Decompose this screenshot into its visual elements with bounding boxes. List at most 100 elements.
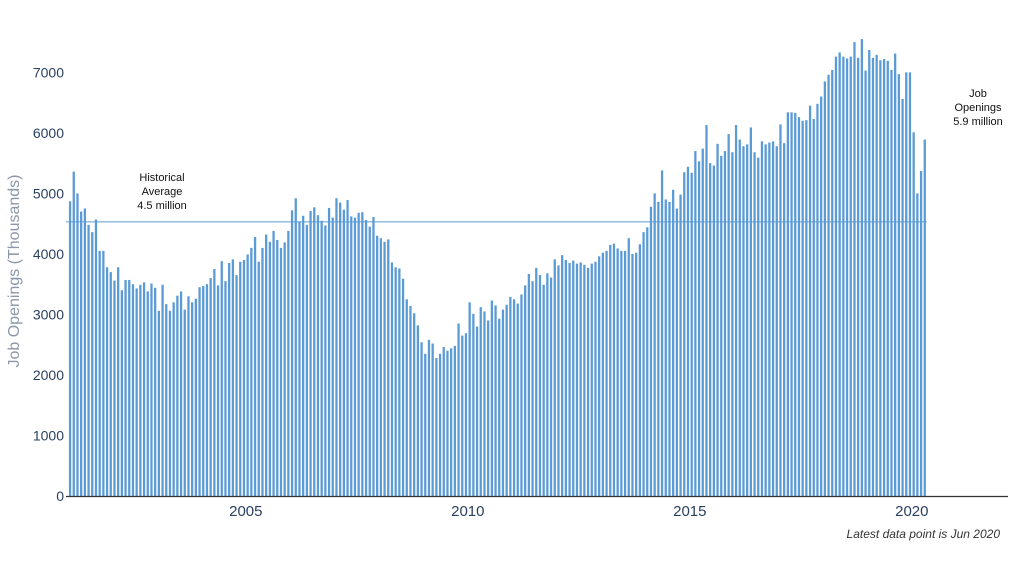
bar — [120, 290, 124, 496]
bar — [601, 252, 605, 496]
bar — [394, 267, 397, 496]
bar — [135, 288, 138, 496]
bar — [509, 296, 512, 496]
bar — [627, 238, 630, 496]
bar — [820, 96, 823, 496]
bar — [753, 152, 756, 496]
bar — [686, 166, 690, 496]
bar — [742, 146, 745, 496]
bar — [586, 267, 590, 496]
y-tick-label: 7000 — [33, 64, 64, 80]
bar — [435, 358, 438, 496]
bar — [305, 224, 309, 496]
bar — [668, 201, 671, 496]
bar — [520, 294, 523, 496]
bar — [109, 272, 112, 496]
bar — [272, 230, 275, 497]
bar — [875, 54, 878, 497]
bar — [894, 53, 897, 496]
bar — [561, 255, 564, 496]
bar — [731, 152, 734, 496]
bar — [553, 259, 556, 496]
bar — [287, 230, 290, 497]
latest-data-note: Latest data point is Jun 2020 — [846, 527, 1000, 541]
bar — [205, 284, 209, 496]
bar — [786, 112, 790, 496]
bar — [901, 98, 904, 497]
bar — [790, 112, 793, 496]
bar — [908, 72, 912, 497]
bar — [538, 275, 542, 496]
bar — [838, 52, 841, 496]
bar — [864, 70, 867, 497]
bar — [172, 302, 175, 496]
bar — [161, 284, 164, 496]
bar — [309, 210, 312, 496]
bar — [653, 193, 656, 496]
annotation-line: Job — [969, 88, 987, 100]
bar — [531, 281, 534, 496]
bar — [749, 127, 753, 496]
bar — [524, 285, 527, 496]
bar — [816, 103, 819, 496]
bar — [771, 141, 775, 497]
bar — [401, 278, 405, 496]
bar — [313, 207, 316, 496]
bar — [912, 132, 915, 496]
bar — [209, 278, 212, 496]
bar — [831, 69, 834, 496]
bar — [479, 307, 482, 496]
bar — [335, 198, 338, 497]
bar — [557, 265, 560, 496]
bar — [276, 240, 279, 496]
bar — [768, 142, 771, 496]
bar — [805, 120, 808, 497]
bar — [94, 219, 98, 496]
bar — [683, 172, 686, 496]
bar — [919, 171, 923, 496]
bar — [142, 282, 146, 496]
bar — [886, 60, 889, 497]
bar — [368, 226, 371, 496]
bar — [871, 57, 875, 497]
bar — [290, 210, 294, 496]
bar — [427, 339, 431, 496]
bar — [246, 254, 249, 496]
bar — [409, 305, 412, 496]
bar — [302, 215, 305, 497]
bar — [361, 212, 364, 496]
bar — [794, 112, 797, 496]
bar — [191, 302, 194, 496]
bar — [812, 118, 815, 497]
bar — [734, 125, 738, 497]
bar — [420, 342, 423, 496]
bar — [808, 105, 812, 497]
bar — [98, 250, 101, 496]
bar — [438, 353, 442, 496]
annotation-line: 4.5 million — [137, 200, 187, 212]
bar — [690, 172, 693, 496]
y-axis-ticks: 0 1000 2000 3000 4000 5000 6000 7000 — [33, 64, 64, 504]
bar — [779, 124, 782, 496]
bar — [294, 198, 297, 497]
bar — [738, 139, 741, 497]
bar — [649, 206, 653, 496]
bar — [694, 151, 697, 497]
bar — [154, 287, 157, 496]
bar — [572, 260, 575, 496]
annotation-line: Average — [142, 186, 183, 198]
x-tick-label: 2010 — [451, 503, 484, 520]
bar — [868, 49, 871, 496]
bar — [579, 262, 582, 496]
bar — [279, 247, 283, 496]
bar — [416, 325, 420, 496]
bar — [890, 69, 893, 496]
bar — [383, 241, 386, 496]
bar — [494, 305, 497, 496]
bar — [527, 273, 531, 496]
bar — [146, 291, 149, 496]
bar — [498, 318, 501, 496]
bar — [265, 234, 268, 496]
bar — [316, 215, 320, 496]
